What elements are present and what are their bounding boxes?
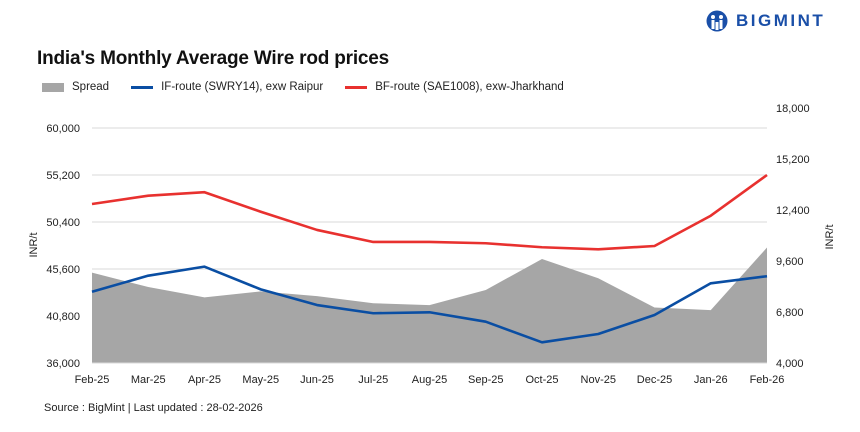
y-tick-label-left: 40,800 — [46, 311, 80, 323]
legend: Spread IF-route (SWRY14), exw Raipur BF-… — [42, 81, 586, 93]
x-tick-label: Jun-25 — [300, 374, 334, 386]
y-axis-label-right: INR/t — [824, 224, 836, 249]
bf-route-line — [91, 173, 768, 251]
legend-item-if-route: IF-route (SWRY14), exw Raipur — [131, 81, 323, 93]
y-tick-label-left: 55,200 — [46, 170, 80, 182]
x-tick-label: Jan-26 — [694, 374, 728, 386]
y-tick-label-left: 36,000 — [46, 358, 80, 370]
y-tick-label-left: 50,400 — [46, 217, 80, 229]
x-tick-label: Feb-25 — [75, 374, 110, 386]
y-tick-label-right: 6,800 — [776, 307, 804, 319]
y-tick-label-right: 4,000 — [776, 358, 804, 370]
x-tick-label: Dec-25 — [637, 374, 672, 386]
legend-swatch-if-route — [131, 85, 154, 89]
legend-swatch-spread — [42, 82, 64, 92]
brand-name: BIGMINT — [736, 11, 826, 30]
x-tick-label: Sep-25 — [468, 374, 503, 386]
y-axis-label-left: INR/t — [28, 232, 40, 257]
x-tick-label: Nov-25 — [581, 374, 616, 386]
y-tick-label-right: 15,200 — [776, 154, 810, 166]
y-tick-label-right: 12,400 — [776, 205, 810, 217]
legend-label-spread: Spread — [72, 81, 110, 93]
y-tick-label-right: 18,000 — [776, 103, 810, 115]
y-tick-label-left: 60,000 — [46, 123, 80, 135]
x-tick-label: Feb-26 — [750, 374, 785, 386]
spread-area — [92, 247, 767, 363]
legend-item-spread: Spread — [42, 81, 109, 93]
x-tick-label: Mar-25 — [131, 374, 166, 386]
legend-swatch-bf-route — [345, 85, 368, 89]
chart-title: India's Monthly Average Wire rod prices — [37, 48, 390, 69]
legend-label-bf-route: BF-route (SAE1008), exw-Jharkhand — [375, 81, 564, 93]
x-tick-label: Oct-25 — [525, 374, 558, 386]
x-tick-label: May-25 — [242, 374, 279, 386]
x-tick-label: Apr-25 — [188, 374, 221, 386]
y-tick-label-left: 45,600 — [46, 264, 80, 276]
legend-label-if-route: IF-route (SWRY14), exw Raipur — [161, 81, 324, 93]
source-note: Source : BigMint | Last updated : 28-02-… — [44, 402, 263, 414]
x-tick-label: Aug-25 — [412, 374, 447, 386]
legend-item-bf-route: BF-route (SAE1008), exw-Jharkhand — [345, 81, 564, 93]
x-tick-label: Jul-25 — [358, 374, 388, 386]
y-tick-label-right: 9,600 — [776, 256, 804, 268]
bigmint-logo: BIGMINT — [706, 10, 825, 32]
bigmint-logo-icon — [706, 10, 728, 32]
